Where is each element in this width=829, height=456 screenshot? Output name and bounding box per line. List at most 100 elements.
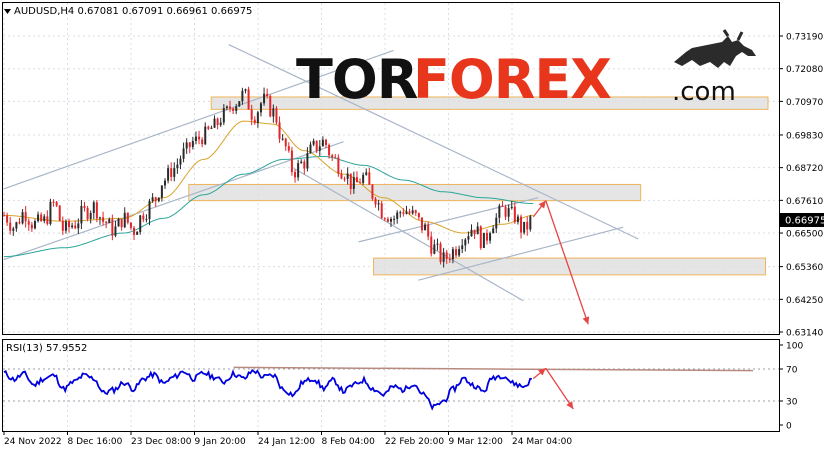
falling-channel-lower — [293, 167, 524, 302]
candle-bull — [157, 197, 160, 202]
candle-bull — [213, 118, 216, 128]
candle-bull — [510, 206, 513, 209]
candle-bear — [334, 157, 337, 159]
candle-bear — [504, 206, 507, 217]
candle-bull — [225, 106, 228, 109]
resistance-zone-upper — [210, 96, 769, 110]
rsi-header-text: RSI(13) 57.9552 — [6, 343, 87, 354]
candle-bear — [30, 224, 33, 229]
price-tick-label: 0.73190 — [786, 33, 823, 43]
rsi-line — [3, 369, 532, 411]
candle-bull — [281, 138, 284, 140]
rsi-forecast-arrow — [532, 367, 574, 410]
collapse-triangle-icon[interactable] — [4, 9, 11, 14]
candle-bear — [349, 173, 352, 189]
candle-bull — [442, 252, 445, 262]
candle-bear — [111, 219, 114, 236]
falling-channel-upper — [228, 43, 639, 240]
rsi-trendline — [233, 366, 754, 372]
candle-bull — [399, 212, 402, 214]
candle-bear — [6, 215, 9, 223]
candle-bear — [133, 227, 136, 235]
price-forecast-arrow — [532, 200, 590, 325]
candle-bear — [18, 222, 21, 224]
candle-bear — [55, 201, 58, 206]
candle-bear — [52, 201, 55, 203]
candle-bull — [405, 211, 408, 214]
candle-bull — [476, 226, 479, 235]
rsi-tick-label: 30 — [786, 398, 798, 408]
price-tick-label: 0.65360 — [786, 263, 823, 273]
candle-bull — [114, 226, 117, 236]
rebound-channel-lower — [418, 226, 624, 281]
candle-bear — [278, 122, 281, 139]
candle-bull — [495, 217, 498, 229]
candle-bear — [58, 205, 61, 221]
candle-bear — [290, 150, 293, 173]
candle-bear — [294, 172, 297, 178]
candle-bull — [139, 215, 142, 233]
candle-bull — [458, 249, 461, 256]
candle-bull — [507, 208, 510, 217]
candle-bear — [303, 161, 306, 169]
candle-bear — [430, 236, 433, 254]
candle-bull — [185, 142, 188, 149]
candle-bear — [126, 212, 129, 223]
candle-bear — [170, 168, 173, 177]
candle-bear — [420, 217, 423, 231]
current-price-text: 0.66975 — [785, 216, 826, 227]
candle-bear — [154, 197, 157, 202]
candle-bear — [402, 212, 405, 214]
candle-bear — [328, 144, 331, 156]
candle-bull — [108, 219, 111, 223]
candle-bull — [464, 239, 467, 246]
candle-bear — [445, 252, 448, 259]
candle-bear — [287, 146, 290, 151]
candle-bear — [40, 214, 43, 221]
candle-bull — [424, 224, 427, 231]
time-tick-label: 23 Dec 08:00 — [131, 437, 192, 447]
candle-bear — [188, 142, 191, 147]
time-tick-label: 9 Jan 20:00 — [195, 437, 247, 447]
logo-tor: TOR — [296, 48, 418, 111]
middle-zone — [188, 183, 642, 202]
ma-fast-line — [4, 120, 534, 234]
candle-bull — [219, 122, 222, 125]
candle-bear — [9, 222, 12, 231]
candle-bear — [439, 243, 442, 262]
candle-bear — [275, 108, 278, 123]
rsi-forecast-segment — [545, 367, 574, 410]
candle-bear — [68, 221, 71, 228]
candle-bull — [80, 205, 83, 224]
current-price-label: 0.66975 — [780, 213, 826, 227]
price-tick-label: 0.66500 — [786, 230, 823, 240]
torforex-logo: TOR FOREX .com — [296, 29, 756, 111]
candle-bull — [498, 205, 501, 218]
candle-bear — [359, 182, 362, 184]
candle-bear — [142, 215, 145, 220]
candle-bull — [300, 161, 303, 164]
candle-bull — [523, 221, 526, 233]
candle-bull — [467, 236, 470, 240]
candle-bull — [377, 203, 380, 205]
price-tick-label: 0.72080 — [786, 65, 823, 75]
rsi-forecast-arrowhead-icon — [538, 368, 546, 376]
candle-bull — [433, 244, 436, 254]
time-tick-label: 24 Jan 12:00 — [258, 437, 315, 447]
candle-bear — [501, 205, 504, 207]
candle-bull — [516, 216, 519, 222]
candle-bull — [390, 218, 392, 222]
candle-bear — [95, 202, 98, 219]
candle-bear — [207, 126, 210, 129]
candle-bear — [83, 205, 86, 208]
candle-bear — [479, 226, 482, 248]
candle-bull — [136, 232, 139, 235]
bull-icon — [674, 29, 756, 68]
candle-bull — [49, 201, 52, 224]
symbol-header-text: AUDUSD,H4 0.67081 0.67091 0.66961 0.6697… — [14, 6, 252, 17]
candle-bull — [145, 219, 148, 221]
rsi-tick-label: 0 — [786, 422, 792, 432]
candle-bear — [427, 224, 430, 237]
logo-forex: FOREX — [413, 48, 611, 111]
